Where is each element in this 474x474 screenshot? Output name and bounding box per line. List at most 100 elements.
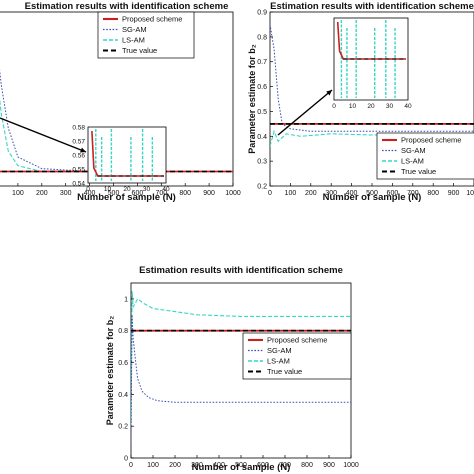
inset-x-tick-label: 40 bbox=[404, 103, 412, 110]
inset-zoom: 0 10 20 30 40 bbox=[277, 17, 412, 136]
y-tick-label: 0.6 bbox=[257, 84, 267, 91]
x-tick-label: 700 bbox=[155, 190, 167, 197]
x-tick-label: 200 bbox=[169, 462, 181, 469]
series-group bbox=[131, 290, 351, 443]
legend-label: Proposed scheme bbox=[122, 15, 182, 24]
legend-label: True value bbox=[267, 367, 302, 376]
legend-label: LS-AM bbox=[122, 36, 145, 45]
y-tick-label: 0.8 bbox=[118, 328, 128, 335]
inset-x-tick-label: 0 bbox=[332, 103, 336, 110]
x-tick-label: 0 bbox=[268, 190, 272, 197]
legend-label: SG-AM bbox=[401, 146, 426, 155]
inset-x-tick-label: 20 bbox=[367, 103, 375, 110]
x-axis-label: Number of sample (N) bbox=[77, 192, 176, 203]
inset-y-tick-label: 0.54 bbox=[72, 181, 85, 188]
x-tick-label: 300 bbox=[325, 190, 337, 197]
x-tick-label: 700 bbox=[407, 190, 419, 197]
zoom-arrow-head bbox=[326, 90, 332, 96]
legend-label: SG-AM bbox=[267, 346, 292, 355]
x-tick-label: 300 bbox=[191, 462, 203, 469]
y-axis-label: Parameter estimate for b₂ bbox=[105, 316, 115, 426]
y-tick-label: 0.7 bbox=[257, 59, 267, 66]
x-axis-label: Number of sample (N) bbox=[192, 462, 291, 473]
y-tick-label: 0.5 bbox=[257, 109, 267, 116]
inset-y-tick-label: 0.56 bbox=[72, 153, 85, 160]
x-tick-label: 200 bbox=[36, 190, 48, 197]
y-tick-label: 0.4 bbox=[118, 392, 128, 399]
zoom-arrow bbox=[0, 117, 87, 153]
x-tick-label: 800 bbox=[179, 190, 191, 197]
x-tick-label: 0 bbox=[129, 462, 133, 469]
y-tick-label: 0.4 bbox=[257, 134, 267, 141]
x-tick-label: 900 bbox=[323, 462, 335, 469]
series-line-sg-am bbox=[0, 69, 233, 172]
x-tick-label: 500 bbox=[235, 462, 247, 469]
inset-x-tick-label: 0 bbox=[86, 186, 90, 193]
inset-x-tick-label: 10 bbox=[349, 103, 357, 110]
inset-x-tick-label: 30 bbox=[143, 186, 151, 193]
y-tick-label: 0 bbox=[124, 456, 128, 463]
y-tick-label: 0.3 bbox=[257, 159, 267, 166]
zoom-arrow-head bbox=[80, 147, 86, 153]
inset-x-tick-label: 20 bbox=[123, 186, 131, 193]
inset-y-tick-label: 0.58 bbox=[72, 125, 85, 132]
inset-zoom: 0 10 20 30 40 0.58 0.57 0.56 0.55 0.54 bbox=[0, 117, 170, 193]
x-tick-label: 600 bbox=[387, 190, 399, 197]
chart-panel-2: 010020030040050060070080090010000.20.30.… bbox=[247, 1, 474, 203]
inset-x-tick-label: 10 bbox=[104, 186, 112, 193]
chart-panel-1: 100 200 300 400 500 600 700 800 900 1000Estimatio… bbox=[0, 1, 241, 203]
y-tick-label: 0.2 bbox=[118, 424, 128, 431]
inset-y-tick-label: 0.55 bbox=[72, 167, 85, 174]
x-tick-label: 400 bbox=[346, 190, 358, 197]
x-tick-label: 800 bbox=[427, 190, 439, 197]
legend-label: Proposed scheme bbox=[401, 136, 461, 145]
inset-x-tick-label: 40 bbox=[162, 186, 170, 193]
y-tick-label: 0.8 bbox=[257, 34, 267, 41]
x-axis-label: Number of sample (N) bbox=[323, 192, 422, 203]
x-tick-label: 1000 bbox=[225, 190, 241, 197]
x-tick-label: 100 bbox=[285, 190, 297, 197]
y-tick-label: 0.9 bbox=[257, 10, 267, 17]
x-tick-label: 200 bbox=[305, 190, 317, 197]
series-line-ls-am bbox=[131, 290, 351, 427]
x-tick-label: 400 bbox=[213, 462, 225, 469]
x-tick-label: 300 bbox=[60, 190, 72, 197]
x-tick-label: 400 bbox=[84, 190, 96, 197]
x-tick-label: 800 bbox=[301, 462, 313, 469]
x-tick-label: 700 bbox=[279, 462, 291, 469]
inset-proposed-trace bbox=[91, 130, 164, 177]
inset-y-tick-label: 0.57 bbox=[72, 139, 85, 146]
x-tick-label: 1000 bbox=[343, 462, 359, 469]
inset-box bbox=[87, 126, 167, 184]
x-tick-label: 900 bbox=[203, 190, 215, 197]
zoom-arrow bbox=[277, 89, 333, 136]
chart-title: Estimation results with identification s… bbox=[25, 1, 229, 12]
chart-title: Estimation results with identification s… bbox=[139, 265, 343, 276]
chart-panel-3: 0 100 200 300 400 500 600 700 800 900 1000 0 0.2 0.4 0… bbox=[105, 265, 359, 473]
legend-label: LS-AM bbox=[401, 157, 424, 166]
x-tick-label: 600 bbox=[132, 190, 144, 197]
y-tick-label: 0.6 bbox=[118, 360, 128, 367]
x-tick-label: 100 bbox=[12, 190, 24, 197]
y-tick-label: 1 bbox=[124, 296, 128, 303]
x-tick-label: 1000 bbox=[466, 190, 474, 197]
legend-label: SG-AM bbox=[122, 25, 147, 34]
x-tick-label: 100 bbox=[147, 462, 159, 469]
x-tick-label: 900 bbox=[448, 190, 460, 197]
legend-label: Proposed scheme bbox=[267, 336, 327, 345]
legend-label: True value bbox=[122, 46, 157, 55]
x-tick-label: 600 bbox=[257, 462, 269, 469]
x-tick-label: 500 bbox=[108, 190, 120, 197]
legend-label: LS-AM bbox=[267, 357, 290, 366]
series-line-sg-am bbox=[131, 314, 351, 443]
legend-label: True value bbox=[401, 167, 436, 176]
y-axis-label: Parameter estimate for b₂ bbox=[247, 44, 257, 154]
y-tick-label: 0.2 bbox=[257, 184, 267, 191]
x-tick-label: 500 bbox=[366, 190, 378, 197]
chart-title: Estimation results with identification s… bbox=[270, 1, 474, 12]
inset-x-tick-label: 30 bbox=[386, 103, 394, 110]
